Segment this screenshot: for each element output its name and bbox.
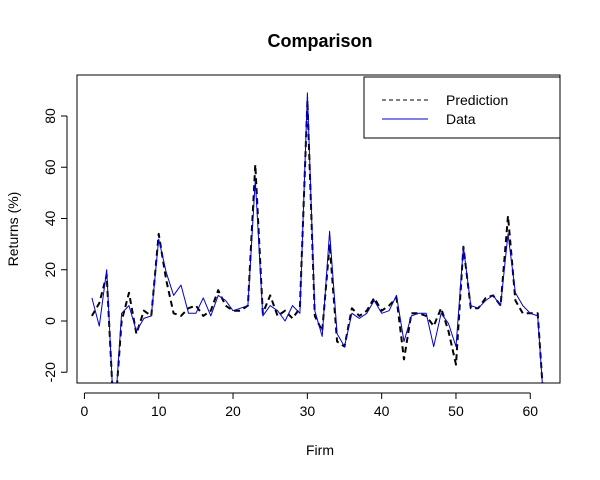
legend-box [363, 76, 561, 139]
legend: Prediction Data [363, 76, 561, 139]
chart-title: Comparison [267, 31, 372, 51]
x-tick-label: 60 [522, 403, 538, 419]
plot-frame [76, 74, 561, 384]
x-tick-label: 50 [448, 403, 464, 419]
x-tick-label: 30 [300, 403, 316, 419]
y-tick-label: 80 [42, 108, 58, 124]
series-line-data [91, 92, 543, 383]
x-axis-label: Firm [306, 442, 334, 458]
plot-area: 0 10 20 30 40 50 60 -20 0 20 40 60 80 Prediction Data [42, 74, 561, 419]
y-tick-label: 0 [42, 317, 58, 325]
x-tick-label: 10 [151, 403, 167, 419]
y-tick-label: -20 [42, 362, 58, 382]
x-tick-label: 40 [374, 403, 390, 419]
legend-label-data: Data [446, 111, 476, 127]
y-tick-label: 60 [42, 159, 58, 175]
x-tick-label: 20 [225, 403, 241, 419]
y-tick-label: 20 [42, 262, 58, 278]
y-tick-label: 40 [42, 210, 58, 226]
y-axis-label: Returns (%) [5, 192, 21, 267]
legend-label-prediction: Prediction [446, 92, 508, 108]
x-tick-label: 0 [81, 403, 89, 419]
